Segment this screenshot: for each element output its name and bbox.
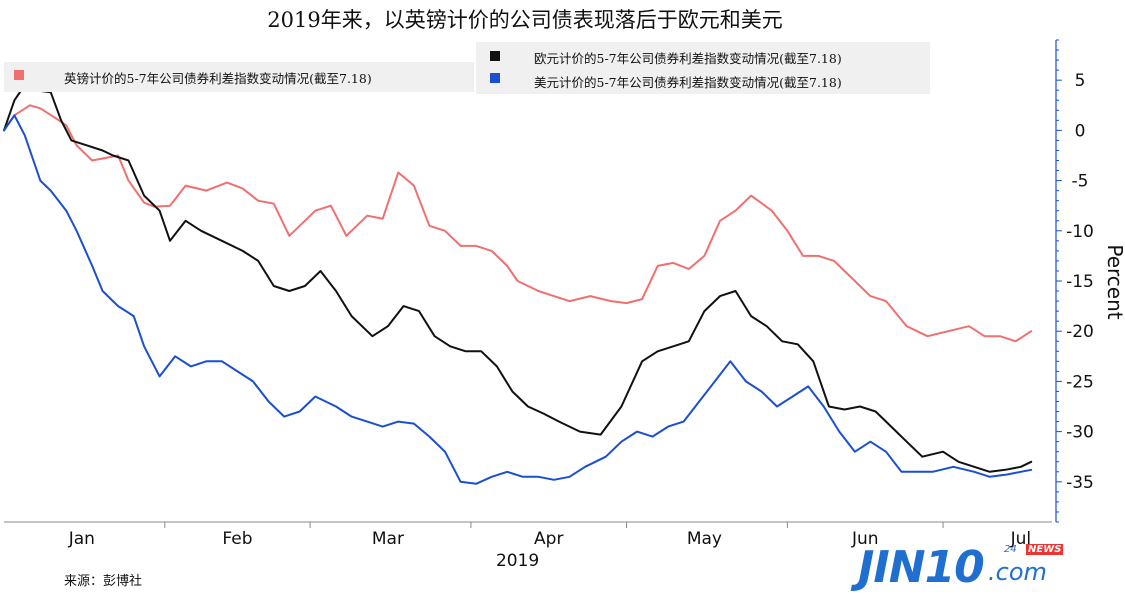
legend-usd-swatch [490, 73, 500, 83]
legend-eur-label: 欧元计价的5-7年公司债券利差指数变动情况(截至7.18) [534, 51, 842, 66]
y-tick-label: -10 [1066, 222, 1094, 242]
watermark-tail: .com [988, 558, 1047, 586]
watermark-main: JIN10 [858, 542, 985, 593]
y-tick-label: -30 [1066, 423, 1094, 443]
y-tick-label: 5 [1075, 71, 1086, 91]
series-line-1 [3, 84, 1033, 473]
legend-eur-swatch [490, 51, 500, 61]
y-tick-label: -25 [1066, 372, 1094, 392]
y-tick-label: -5 [1072, 172, 1089, 192]
legend-gbp-swatch [14, 70, 24, 80]
x-tick-label: Feb [222, 529, 252, 549]
y-tick-label: -35 [1066, 473, 1094, 493]
x-tick-label: Jun [851, 529, 879, 549]
legend-gbp-box [4, 62, 474, 92]
chart-title: 2019年来，以英镑计价的公司债表现落后于欧元和美元 [267, 8, 783, 32]
x-tick-label: Apr [534, 529, 563, 549]
x-year-label: 2019 [496, 551, 539, 571]
legend-right-box [476, 42, 930, 94]
x-tick-label: Jul [1010, 529, 1032, 549]
legend-usd-label: 美元计价的5-7年公司债券利差指数变动情况(截至7.18) [534, 75, 842, 90]
series-layer [3, 84, 1033, 485]
series-line-2 [3, 114, 1033, 485]
y-tick-label: -15 [1066, 272, 1094, 292]
y-axis-label: Percent [1103, 244, 1125, 319]
watermark-news-badge: NEWS [1026, 544, 1064, 555]
axis-layer: Jan Feb Mar Apr May Jun Jul 2019 5 0 -5 -10 -15 -20 -2… [4, 39, 1125, 571]
x-tick-label: Jan [68, 529, 95, 549]
y-tick-label: 0 [1075, 121, 1086, 141]
series-line-0 [3, 104, 1033, 343]
source-note: 来源：彭博社 [64, 574, 143, 589]
legend-gbp-label: 英镑计价的5-7年公司债券利差指数变动情况(截至7.18) [64, 71, 372, 86]
x-tick-label: May [687, 529, 722, 549]
y-tick-label: -20 [1066, 322, 1094, 342]
x-tick-label: Mar [372, 529, 404, 549]
jin10-watermark-logo: JIN10 .com 24 NEWS [858, 538, 1068, 594]
watermark-247: 24 [1004, 544, 1017, 555]
